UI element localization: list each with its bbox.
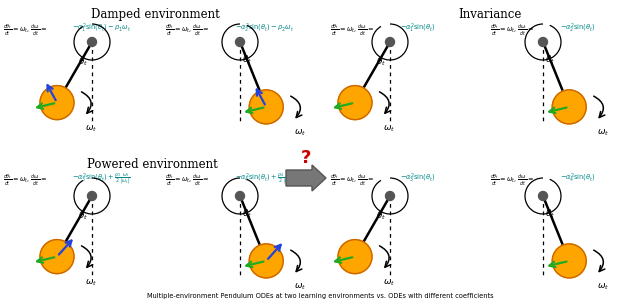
Text: $\theta_t$: $\theta_t$ [242, 208, 252, 220]
Text: Multiple-environment Pendulum ODEs at two learning environments vs. ODEs with di: Multiple-environment Pendulum ODEs at tw… [147, 293, 493, 299]
Text: $\theta_t$: $\theta_t$ [78, 209, 88, 222]
Text: $\omega_t$: $\omega_t$ [597, 282, 609, 292]
Circle shape [236, 192, 244, 201]
Circle shape [40, 86, 74, 119]
Text: $-\alpha_4^2\sin(\theta_t) + \frac{\rho_4}{2}\frac{\omega_t}{|\omega_t|}$: $-\alpha_4^2\sin(\theta_t) + \frac{\rho_… [235, 172, 294, 188]
Text: $-\alpha_4^2\sin(\theta_t)$: $-\alpha_4^2\sin(\theta_t)$ [560, 172, 596, 185]
Text: $\omega_t$: $\omega_t$ [294, 282, 307, 292]
Text: $\frac{d\theta_t}{dt} = \omega_t, \frac{d\omega_t}{dt} = $: $\frac{d\theta_t}{dt} = \omega_t, \frac{… [490, 172, 534, 188]
Text: $\omega_t$: $\omega_t$ [383, 124, 396, 134]
Text: $\frac{d\theta_t}{dt} = \omega_t, \frac{d\omega_t}{dt} = $: $\frac{d\theta_t}{dt} = \omega_t, \frac{… [165, 22, 209, 38]
FancyArrow shape [286, 165, 326, 191]
Text: $\theta_t$: $\theta_t$ [545, 208, 556, 220]
Text: $-\alpha_1^2\sin(\theta_t)$: $-\alpha_1^2\sin(\theta_t)$ [400, 22, 436, 35]
Circle shape [552, 90, 586, 124]
Text: $\theta_t$: $\theta_t$ [376, 56, 386, 68]
Circle shape [249, 90, 284, 124]
Circle shape [385, 192, 394, 201]
Text: $\frac{d\theta_t}{dt} = \omega_t, \frac{d\omega_t}{dt} = $: $\frac{d\theta_t}{dt} = \omega_t, \frac{… [165, 172, 209, 188]
Text: $\omega_t$: $\omega_t$ [597, 128, 609, 138]
Text: $\frac{d\theta_t}{dt} = \omega_t, \frac{d\omega_t}{dt} = $: $\frac{d\theta_t}{dt} = \omega_t, \frac{… [330, 172, 374, 188]
Text: $\omega_t$: $\omega_t$ [294, 128, 307, 138]
Text: $-\alpha_3^2\sin(\theta_t)$: $-\alpha_3^2\sin(\theta_t)$ [400, 172, 436, 185]
Circle shape [88, 37, 97, 47]
Text: $\omega_t$: $\omega_t$ [85, 278, 97, 288]
Text: $-\alpha_3^2\sin(\theta_t) + \frac{\rho_3}{2}\frac{\omega_t}{|\omega_t|}$: $-\alpha_3^2\sin(\theta_t) + \frac{\rho_… [72, 172, 131, 188]
Circle shape [338, 86, 372, 119]
Text: $\theta_t$: $\theta_t$ [376, 209, 386, 222]
Text: $\frac{d\theta_t}{dt} = \omega_t, \frac{d\omega_t}{dt} = $: $\frac{d\theta_t}{dt} = \omega_t, \frac{… [3, 172, 47, 188]
Text: ?: ? [301, 149, 311, 167]
Text: $-\alpha_2^2\sin(\theta_t) - \rho_2\omega_t$: $-\alpha_2^2\sin(\theta_t) - \rho_2\omeg… [235, 22, 294, 35]
Text: $-\alpha_1^2\sin(\theta_t) - \rho_1\omega_t$: $-\alpha_1^2\sin(\theta_t) - \rho_1\omeg… [72, 22, 131, 35]
Text: Invariance: Invariance [458, 8, 522, 21]
Circle shape [538, 192, 547, 201]
Text: Damped environment: Damped environment [91, 8, 220, 21]
Text: $\omega_t$: $\omega_t$ [383, 278, 396, 288]
Text: $\omega_t$: $\omega_t$ [85, 124, 97, 134]
Text: $\theta_t$: $\theta_t$ [78, 56, 88, 68]
Text: $\theta_t$: $\theta_t$ [242, 54, 252, 66]
Circle shape [40, 240, 74, 274]
Circle shape [338, 240, 372, 274]
Text: $-\alpha_2^2\sin(\theta_t)$: $-\alpha_2^2\sin(\theta_t)$ [560, 22, 596, 35]
Circle shape [88, 192, 97, 201]
Circle shape [385, 37, 394, 47]
Circle shape [236, 37, 244, 47]
Text: Powered environment: Powered environment [86, 158, 218, 171]
Text: $\theta_t$: $\theta_t$ [545, 54, 556, 66]
Circle shape [249, 244, 284, 278]
Circle shape [552, 244, 586, 278]
Text: $\frac{d\theta_t}{dt} = \omega_t, \frac{d\omega_t}{dt} = $: $\frac{d\theta_t}{dt} = \omega_t, \frac{… [490, 22, 534, 38]
Circle shape [538, 37, 547, 47]
Text: $\frac{d\theta_t}{dt} = \omega_t, \frac{d\omega_t}{dt} = $: $\frac{d\theta_t}{dt} = \omega_t, \frac{… [3, 22, 47, 38]
Text: $\frac{d\theta_t}{dt} = \omega_t, \frac{d\omega_t}{dt} = $: $\frac{d\theta_t}{dt} = \omega_t, \frac{… [330, 22, 374, 38]
